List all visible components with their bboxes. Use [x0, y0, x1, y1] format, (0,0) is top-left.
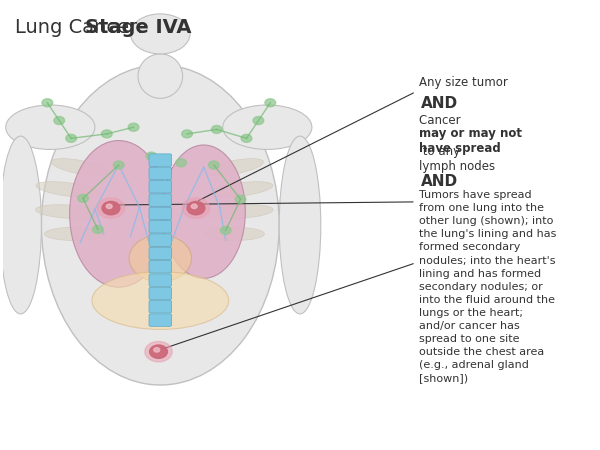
Circle shape	[253, 117, 264, 125]
Circle shape	[113, 161, 124, 169]
FancyBboxPatch shape	[149, 274, 172, 286]
Ellipse shape	[44, 227, 104, 241]
Ellipse shape	[162, 145, 245, 279]
Circle shape	[102, 202, 120, 215]
Ellipse shape	[35, 205, 101, 219]
Ellipse shape	[41, 65, 279, 385]
Ellipse shape	[279, 136, 321, 314]
Circle shape	[92, 225, 103, 234]
Circle shape	[208, 161, 219, 169]
Ellipse shape	[51, 158, 109, 176]
Circle shape	[187, 202, 205, 215]
Circle shape	[106, 204, 112, 208]
FancyBboxPatch shape	[149, 220, 172, 233]
Circle shape	[265, 99, 275, 107]
Circle shape	[211, 126, 222, 134]
Ellipse shape	[70, 140, 168, 287]
Text: Any size tumor: Any size tumor	[419, 76, 508, 89]
Text: may or may not
have spread: may or may not have spread	[419, 127, 522, 155]
Ellipse shape	[138, 54, 182, 99]
Circle shape	[146, 152, 157, 160]
Circle shape	[154, 348, 160, 352]
Ellipse shape	[131, 14, 190, 54]
Circle shape	[101, 130, 112, 138]
Text: AND: AND	[421, 174, 458, 189]
FancyBboxPatch shape	[149, 207, 172, 220]
Text: Tumors have spread
from one lung into the
other lung (shown); into
the lung's li: Tumors have spread from one lung into th…	[419, 190, 556, 383]
FancyBboxPatch shape	[149, 261, 172, 273]
Text: Cancer: Cancer	[419, 114, 464, 127]
Circle shape	[128, 123, 139, 131]
Circle shape	[235, 195, 246, 203]
Circle shape	[191, 204, 197, 208]
Circle shape	[145, 342, 172, 362]
Circle shape	[149, 345, 167, 358]
Ellipse shape	[0, 136, 41, 314]
FancyBboxPatch shape	[149, 287, 172, 300]
Text: Stage IVA: Stage IVA	[85, 18, 191, 37]
Circle shape	[176, 159, 187, 167]
FancyBboxPatch shape	[149, 314, 172, 326]
Ellipse shape	[206, 158, 263, 176]
Circle shape	[182, 130, 193, 138]
Circle shape	[54, 117, 65, 125]
FancyBboxPatch shape	[149, 180, 172, 193]
Text: AND: AND	[421, 96, 458, 111]
Ellipse shape	[205, 227, 265, 241]
FancyBboxPatch shape	[149, 247, 172, 260]
Ellipse shape	[36, 182, 100, 197]
Circle shape	[42, 99, 53, 107]
FancyBboxPatch shape	[149, 301, 172, 313]
Ellipse shape	[129, 235, 191, 282]
Ellipse shape	[208, 205, 273, 219]
Circle shape	[97, 198, 125, 218]
Ellipse shape	[92, 272, 229, 329]
Circle shape	[241, 135, 252, 142]
Ellipse shape	[208, 182, 273, 197]
FancyBboxPatch shape	[149, 167, 172, 180]
FancyBboxPatch shape	[149, 154, 172, 166]
Ellipse shape	[223, 105, 312, 149]
Text: to any
lymph nodes: to any lymph nodes	[419, 145, 495, 173]
Circle shape	[66, 135, 76, 142]
FancyBboxPatch shape	[149, 194, 172, 207]
FancyBboxPatch shape	[149, 234, 172, 246]
Circle shape	[77, 194, 88, 202]
Circle shape	[182, 198, 209, 218]
Ellipse shape	[6, 105, 95, 149]
Circle shape	[220, 226, 231, 234]
Text: Lung Cancer:: Lung Cancer:	[14, 18, 149, 37]
